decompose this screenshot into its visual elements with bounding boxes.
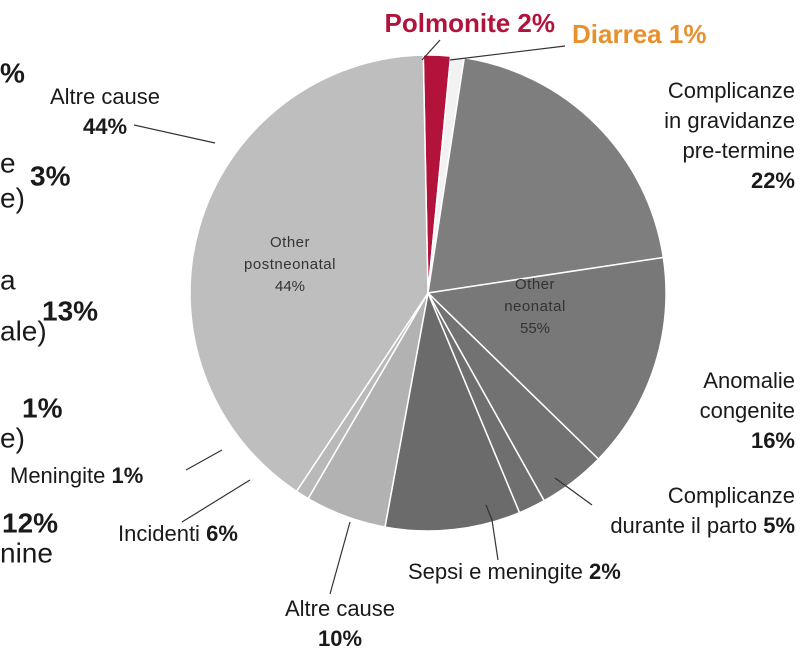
leader-line [133,124,216,144]
cropped-text: % [0,57,25,88]
space [662,19,669,49]
slice-label: congenite [700,398,795,423]
group-name: postneonatal [244,256,336,273]
slice-name: Sepsi e meningite [408,559,583,584]
cropped-text: a [0,264,16,295]
slice-name: Polmonite [385,8,511,38]
cropped-text: e [0,147,16,178]
slice-value: 1% [669,19,707,49]
leader-line [185,449,223,471]
slice-label: pre-termine [683,138,795,163]
slice-label: in gravidanze [664,108,795,133]
cropped-text: nine [0,537,53,568]
cropped-text: e) [0,422,25,453]
cropped-text: 3% [30,160,71,191]
group-value: 44% [275,278,305,295]
slice-label: Polmonite 2% [385,8,555,38]
leader-line [554,477,593,506]
group-name: Other [270,234,310,251]
slice-name: Altre cause [50,84,160,109]
slice-name: durante il parto [610,513,757,538]
pie-slice [427,56,665,294]
group-name: Other [515,276,555,293]
slice-value: 16% [751,428,795,453]
slice-name: Diarrea [572,19,662,49]
cropped-text: 1% [22,392,63,423]
pie-slice [189,54,429,493]
slice-name: Meningite [10,463,105,488]
group-name: neonatal [504,298,566,315]
slice-name: Anomalie [703,368,795,393]
slice-value: 1% [112,463,144,488]
slice-label: Altre cause [285,596,395,621]
leader-line [421,39,441,61]
slice-label: Complicanze [668,78,795,103]
slice-label: Anomalie [703,368,795,393]
space [510,8,517,38]
group-value: 55% [520,320,550,337]
slice-name: pre-termine [683,138,795,163]
pie-slice [426,256,667,461]
slice-value: 22% [751,168,795,193]
slice-value: 44% [83,114,127,139]
slice-label: Incidenti 6% [118,521,238,546]
slice-name: Incidenti [118,521,200,546]
slice-name: Altre cause [285,596,395,621]
leader-line [485,504,499,561]
leader-line [449,45,566,61]
cropped-text: 12% [2,507,58,538]
cropped-text: 13% [42,295,98,326]
slice-name: Complicanze [668,483,795,508]
slice-name: in gravidanze [664,108,795,133]
leader-line [181,479,251,523]
cropped-text: ale) [0,315,47,346]
slice-label: Diarrea 1% [572,19,706,49]
slice-label: Complicanze [668,483,795,508]
slice-label: durante il parto 5% [610,513,795,538]
slice-label: Meningite 1% [10,463,143,488]
cropped-text: e) [0,182,25,213]
slice-value: 10% [318,626,362,651]
slice-value: 6% [206,521,238,546]
slice-value: 2% [589,559,621,584]
leader-line [329,521,351,595]
pie-slice [384,290,521,532]
slice-name: Complicanze [668,78,795,103]
slice-name: congenite [700,398,795,423]
slice-label: Sepsi e meningite 2% [408,559,621,584]
slice-label: Altre cause [50,84,160,109]
slice-value: 2% [517,8,555,38]
slice-value: 5% [763,513,795,538]
